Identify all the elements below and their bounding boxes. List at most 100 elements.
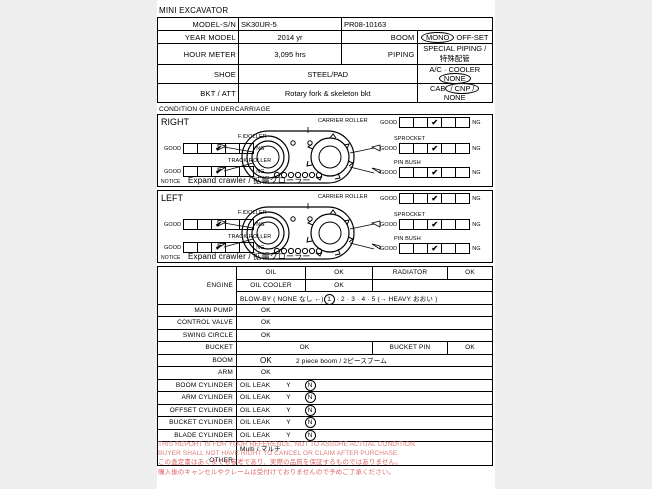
scale-cell-checked[interactable]: ✔ bbox=[211, 219, 227, 230]
arm-cylinder-cell: OIL LEAK Y N bbox=[236, 391, 493, 405]
other-label: OTHER bbox=[157, 441, 237, 466]
scale-good-label: GOOD bbox=[380, 195, 398, 202]
boom-label: BOOM bbox=[157, 353, 237, 367]
radiator-value: OK bbox=[447, 266, 493, 280]
scale-cells[interactable]: ✔ bbox=[399, 243, 471, 254]
oil-leak-label: OIL LEAK bbox=[240, 431, 271, 439]
scale-carrier-roller-left[interactable]: GOOD ✔ NG bbox=[380, 193, 483, 204]
scale-cell-checked[interactable]: ✔ bbox=[427, 117, 443, 128]
scale-cell-checked[interactable]: ✔ bbox=[427, 219, 443, 230]
scale-track-roller-left[interactable]: GOOD ✔ NG bbox=[164, 242, 267, 253]
page-title: MINI EXCAVATOR bbox=[159, 6, 229, 15]
control-valve-label: CONTROL VALVE bbox=[157, 316, 237, 330]
oil-leak-no-selected[interactable]: N bbox=[304, 417, 316, 429]
scale-pin-bush-left[interactable]: GOOD ✔ NG bbox=[380, 243, 483, 254]
blowby-scale-3[interactable]: · 3 bbox=[346, 295, 356, 303]
table-row: BOOM OK 2 piece boom / 2ピースブーム bbox=[157, 353, 493, 367]
table-row: YEAR MODEL 2014 yr BOOM MONO OFF-SET bbox=[157, 30, 493, 44]
notice-text-right: Expand crawler / 拡幅クローラー bbox=[188, 176, 311, 185]
oil-leak-no-selected[interactable]: N bbox=[304, 392, 316, 404]
spec-value-piping: SPECIAL PIPING / 特殊配管 bbox=[416, 43, 493, 65]
oil-leak-no-selected[interactable]: N bbox=[304, 404, 316, 416]
bucket-cylinder-cell: OIL LEAK Y N bbox=[236, 416, 493, 430]
scale-cells[interactable]: ✔ bbox=[399, 117, 471, 128]
oil-leak-no-selected[interactable]: N bbox=[304, 379, 316, 391]
oil-leak-no-selected[interactable]: N bbox=[304, 429, 316, 441]
scale-cells[interactable]: ✔ bbox=[399, 193, 471, 204]
engine-spare-cell bbox=[372, 278, 493, 292]
table-row: ENGINE OIL OK RADIATOR OK bbox=[157, 266, 493, 305]
scale-cell-checked[interactable]: ✔ bbox=[427, 193, 443, 204]
undercarriage-side-label-right: RIGHT bbox=[161, 117, 189, 127]
oil-value: OK bbox=[305, 266, 373, 280]
spec-label-year: YEAR MODEL bbox=[157, 30, 239, 44]
scale-sprocket-left[interactable]: GOOD ✔ NG bbox=[380, 219, 483, 230]
blowby-scale-2[interactable]: · 2 bbox=[336, 295, 345, 303]
bucket-label: BUCKET bbox=[157, 341, 237, 355]
oil-leak-yes[interactable]: Y bbox=[286, 431, 291, 439]
scale-carrier-roller-right[interactable]: GOOD ✔ NG bbox=[380, 117, 483, 128]
scale-cell-checked[interactable]: ✔ bbox=[427, 143, 443, 154]
label-carrier-roller-right: CARRIER ROLLER bbox=[318, 118, 368, 124]
undercarriage-heading: CONDITION OF UNDERCARRIAGE bbox=[159, 106, 271, 113]
scale-cell-checked[interactable]: ✔ bbox=[427, 167, 443, 178]
scale-cells[interactable]: ✔ bbox=[183, 242, 255, 253]
scale-good-label: GOOD bbox=[380, 119, 398, 126]
boom-note: 2 piece boom / 2ピースブーム bbox=[295, 358, 387, 366]
table-row: BUCKET CYLINDER OIL LEAK Y N bbox=[157, 416, 493, 430]
scale-cells[interactable]: ✔ bbox=[183, 219, 255, 230]
bucket-cylinder-label: BUCKET CYLINDER bbox=[157, 416, 237, 430]
label-sprocket-right: SPROCKET bbox=[394, 136, 426, 142]
blowby-label: BLOW-BY bbox=[240, 295, 272, 303]
oil-cooler-label: OIL COOLER bbox=[236, 278, 306, 292]
scale-sprocket-right[interactable]: GOOD ✔ NG bbox=[380, 143, 483, 154]
scale-f-idoller-left[interactable]: GOOD ✔ NG bbox=[164, 219, 267, 230]
oil-leak-yes[interactable]: Y bbox=[286, 406, 291, 414]
disclaimer-line-4: 購入後のキャンセルやクレームは受付けておりませんので予めご了承ください。 bbox=[158, 468, 396, 476]
arm-value: OK bbox=[236, 366, 493, 380]
ac-cooler-none-circled: NONE bbox=[438, 73, 471, 84]
notice-label-right: NOTICE bbox=[161, 179, 181, 185]
spec-label-shoe: SHOE bbox=[157, 64, 239, 84]
cnp-circled: / CNP / bbox=[445, 83, 480, 94]
spec-value-serial: PR08-10163 bbox=[341, 17, 493, 31]
spec-label-bkt-att: BKT / ATT bbox=[157, 83, 239, 103]
crawler-diagram-right bbox=[217, 127, 381, 184]
scale-ng-label: NG bbox=[256, 145, 265, 152]
table-row: ARM CYLINDER OIL LEAK Y N bbox=[157, 391, 493, 405]
scale-good-label: GOOD bbox=[164, 244, 182, 251]
scale-cells[interactable]: ✔ bbox=[399, 219, 471, 230]
blowby-left-note: ( NONE なし ←) bbox=[273, 295, 324, 303]
scale-cells[interactable]: ✔ bbox=[399, 143, 471, 154]
undercarriage-right: RIGHT CARRIER ROLLER GOOD bbox=[157, 114, 493, 187]
disclaimer-line-1: THIS REPORT IS FOR YOUR REFERENCE, NOT T… bbox=[158, 441, 417, 448]
main-pump-value: OK bbox=[236, 303, 493, 317]
blowby-value-selected[interactable]: 1 bbox=[323, 293, 335, 305]
scale-cells[interactable]: ✔ bbox=[399, 167, 471, 178]
oil-leak-yes[interactable]: Y bbox=[286, 394, 291, 402]
scale-track-roller-right[interactable]: GOOD ✔ NG bbox=[164, 166, 267, 177]
scale-good-label: GOOD bbox=[380, 221, 398, 228]
scale-f-idoller-right[interactable]: GOOD ✔ NG bbox=[164, 143, 267, 154]
label-pin-bush-right: PIN BUSH bbox=[394, 160, 421, 166]
label-f-idoller-right: F.IDOLLER bbox=[238, 134, 267, 140]
scale-ng-label: NG bbox=[472, 195, 481, 202]
scale-ng-label: NG bbox=[256, 221, 265, 228]
scale-cells[interactable]: ✔ bbox=[183, 166, 255, 177]
scale-cell-checked[interactable]: ✔ bbox=[211, 143, 227, 154]
table-row: BKT / ATT Rotary fork & skeleton bkt CAB… bbox=[157, 83, 493, 103]
mechanical-table: ENGINE OIL OK RADIATOR OK OIL COOLER OK … bbox=[157, 266, 493, 466]
blowby-row: BLOW-BY ( NONE なし ←) 1 · 2 · 3 · 4 · 5 (→… bbox=[236, 291, 493, 305]
oil-leak-yes[interactable]: Y bbox=[286, 419, 291, 427]
spec-label-model: MODEL-S/N bbox=[157, 17, 239, 31]
blowby-scale-4[interactable]: · 4 bbox=[357, 295, 366, 303]
oil-leak-yes[interactable]: Y bbox=[286, 381, 291, 389]
bucket-pin-value: OK bbox=[447, 341, 493, 355]
scale-pin-bush-right[interactable]: GOOD ✔ NG bbox=[380, 167, 483, 178]
scale-cells[interactable]: ✔ bbox=[183, 143, 255, 154]
scale-ng-label: NG bbox=[256, 244, 265, 251]
label-track-roller-right: TRACK ROLLER bbox=[228, 158, 272, 164]
blowby-scale-5[interactable]: · 5 bbox=[367, 295, 376, 303]
scale-cell-checked[interactable]: ✔ bbox=[427, 243, 443, 254]
spec-label-hourmeter: HOUR METER bbox=[157, 43, 239, 65]
